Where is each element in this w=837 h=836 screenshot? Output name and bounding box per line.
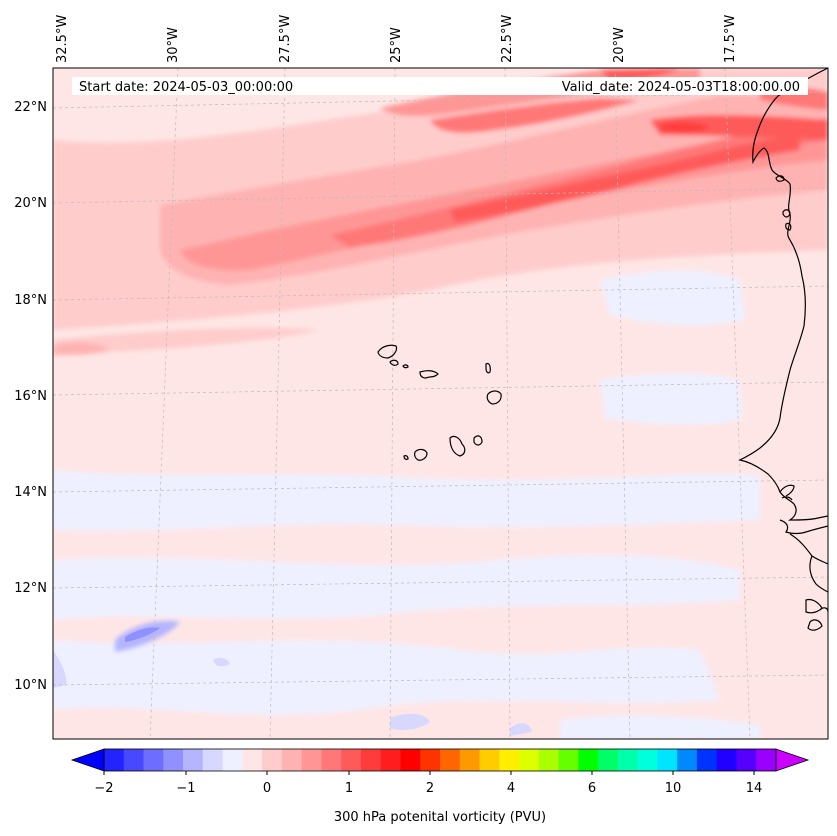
santiago-island — [449, 435, 466, 457]
colorbar-segment — [360, 749, 382, 771]
colorbar-segment — [281, 749, 303, 771]
colorbar-segment — [538, 749, 559, 771]
colorbar-tick-label: 10 — [665, 781, 682, 796]
colorbar-segment — [696, 749, 718, 771]
colorbar-tick-label: −1 — [176, 781, 195, 796]
coastlines — [738, 68, 828, 631]
colorbar-segments — [104, 749, 777, 771]
colorbar-segment — [104, 749, 125, 771]
lat-label: 16°N — [14, 389, 47, 404]
start-date-label: Start date: 2024-05-03_00:00:00 — [79, 80, 293, 95]
lon-label: 32.5°W — [55, 15, 70, 63]
lat-label: 12°N — [14, 581, 47, 596]
colorbar-segment — [143, 749, 164, 771]
colorbar-segment — [163, 749, 184, 771]
colorbar-tick-label: 1 — [345, 781, 353, 796]
colorbar-tick-label: 0 — [263, 781, 271, 796]
colorbar-segment — [519, 749, 540, 771]
longitude-labels: 32.5°W 30°W 27.5°W 25°W 22.5°W 20°W 17.5… — [55, 15, 738, 63]
header-band — [72, 77, 808, 95]
pv-streamer — [53, 68, 828, 356]
colorbar-min-extend — [70, 748, 105, 772]
brava-island — [403, 455, 409, 460]
colorbar-segment — [262, 749, 283, 771]
lon-label: 17.5°W — [723, 15, 738, 63]
colorbar-segment — [202, 749, 223, 771]
colorbar-segment — [716, 749, 737, 771]
colorbar-segment — [400, 749, 421, 771]
colorbar-segment — [183, 749, 204, 771]
lon-label: 30°W — [166, 27, 181, 63]
colorbar-tick-label: 6 — [588, 781, 596, 796]
colorbar-segment — [341, 749, 362, 771]
fogo-island — [414, 448, 428, 461]
colorbar-segment — [558, 749, 579, 771]
lat-label: 18°N — [14, 293, 47, 308]
colorbar-segment — [440, 749, 461, 771]
colorbar-ticks — [103, 771, 755, 775]
latitude-labels: 22°N 20°N 18°N 16°N 14°N 12°N 10°N — [14, 100, 47, 693]
colorbar-segment — [380, 749, 401, 771]
colorbar-segment — [657, 749, 678, 771]
cape-verde-islands — [377, 344, 502, 461]
strong-negative-pv-patches — [53, 620, 532, 736]
lat-label: 10°N — [14, 678, 47, 693]
colorbar-segment — [222, 749, 243, 771]
lon-label: 27.5°W — [278, 15, 293, 63]
valid-date-label: Valid_date: 2024-05-03T18:00:00.00 — [562, 80, 800, 95]
colorbar-segment — [242, 749, 263, 771]
colorbar-title: 300 hPa potenital vorticity (PVU) — [334, 810, 546, 825]
lon-label: 20°W — [612, 27, 627, 63]
colorbar-tick-label: 4 — [507, 781, 515, 796]
colorbar-segment — [617, 749, 639, 771]
colorbar-frame — [103, 748, 777, 772]
boa-vista-island — [486, 390, 502, 405]
colorbar-segment — [321, 749, 342, 771]
lat-label: 22°N — [14, 100, 47, 115]
sao-vicente-island — [389, 359, 399, 366]
map-frame — [52, 67, 829, 740]
colorbar-segment — [756, 749, 777, 771]
map-panel — [53, 68, 828, 739]
santa-luzia-island — [402, 364, 409, 369]
maio-island — [473, 435, 483, 446]
lat-label: 14°N — [14, 485, 47, 500]
colorbar-segment — [598, 749, 619, 771]
lat-label: 20°N — [14, 196, 47, 211]
lon-label: 22.5°W — [500, 15, 515, 63]
colorbar-segment — [301, 749, 322, 771]
sao-nicolau-island — [419, 370, 439, 379]
colorbar-tick-label: 2 — [426, 781, 434, 796]
lon-label: 25°W — [389, 27, 404, 63]
colorbar-max-extend — [775, 748, 810, 772]
colorbar-segment — [736, 749, 757, 771]
colorbar-tick-label: −2 — [94, 781, 113, 796]
sal-island — [485, 362, 491, 374]
colorbar: −2 −1 0 1 2 4 6 10 14 300 hPa potenital … — [70, 748, 810, 825]
colorbar-segment — [637, 749, 658, 771]
colorbar-segment — [123, 749, 144, 771]
colorbar-segment — [499, 749, 520, 771]
colorbar-segment — [479, 749, 500, 771]
colorbar-segment — [459, 749, 480, 771]
colorbar-segment — [420, 749, 441, 771]
colorbar-segment — [677, 749, 698, 771]
colorbar-tick-label: 14 — [746, 781, 763, 796]
graticule — [53, 68, 828, 739]
santo-antao-island — [377, 344, 398, 359]
colorbar-segment — [578, 749, 599, 771]
